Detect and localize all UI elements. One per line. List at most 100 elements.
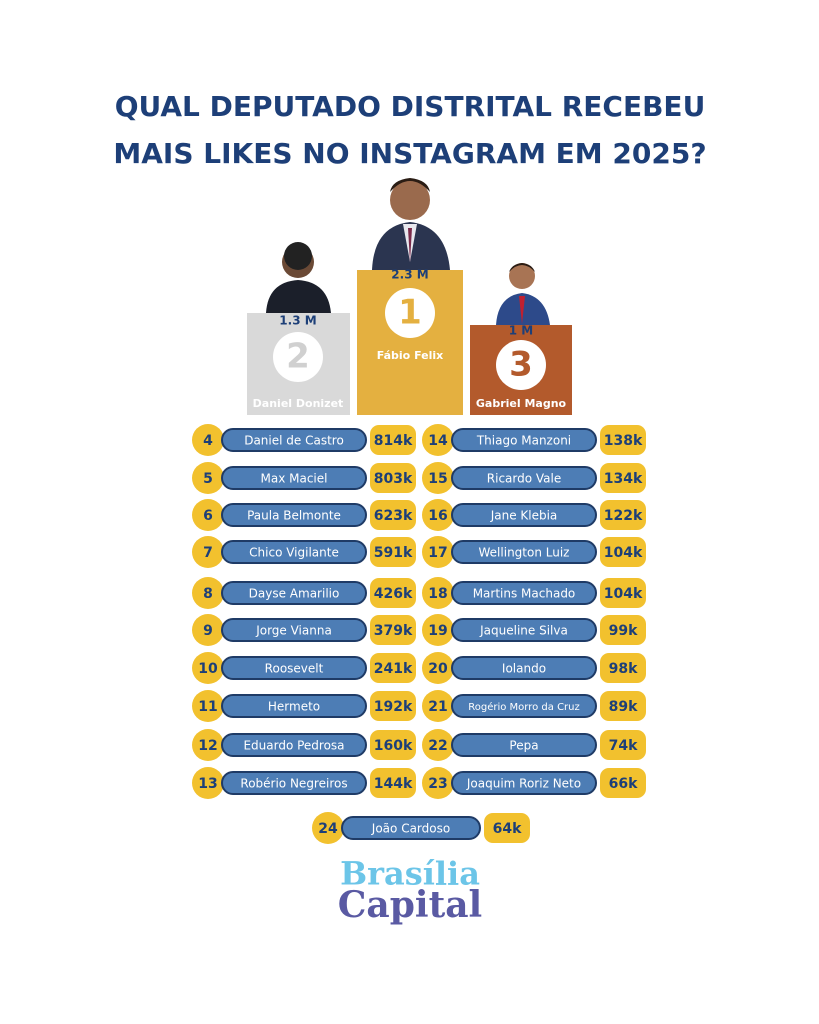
podium-likes: 2.3 M xyxy=(391,268,428,282)
likes-value: 122k xyxy=(604,508,643,524)
likes-box xyxy=(370,730,416,760)
name-bar xyxy=(221,503,367,527)
portrait xyxy=(266,242,331,313)
deputy-name: Robério Negreiros xyxy=(240,777,347,791)
name-bar xyxy=(451,581,597,605)
likes-box xyxy=(370,463,416,493)
rank-number: 11 xyxy=(198,699,217,715)
podium-name: Fábio Felix xyxy=(377,349,444,362)
rank-badge xyxy=(422,767,454,799)
name-bar xyxy=(221,581,367,605)
rank-badge xyxy=(422,462,454,494)
rank-badge xyxy=(496,340,546,390)
likes-value: 74k xyxy=(609,738,638,754)
likes-box xyxy=(370,768,416,798)
title-line: MAIS LIKES NO INSTAGRAM EM 2025? xyxy=(113,137,706,170)
rank-badge xyxy=(192,462,224,494)
podium-name: Daniel Donizet xyxy=(253,397,344,410)
likes-box xyxy=(600,615,646,645)
likes-value: 426k xyxy=(374,586,413,602)
rank-number: 7 xyxy=(203,545,213,561)
portrait xyxy=(372,178,450,270)
likes-value: 144k xyxy=(374,776,413,792)
rank-badge xyxy=(422,499,454,531)
likes-box xyxy=(370,691,416,721)
likes-box xyxy=(370,537,416,567)
rank-badge xyxy=(422,614,454,646)
rank-number: 18 xyxy=(428,586,447,602)
likes-box xyxy=(600,463,646,493)
name-bar xyxy=(221,540,367,564)
rank-number: 6 xyxy=(203,508,213,524)
deputy-name: Jaqueline Silva xyxy=(479,624,568,638)
likes-box xyxy=(600,578,646,608)
rank-badge xyxy=(192,652,224,684)
likes-value: 241k xyxy=(374,661,413,677)
rank-badge xyxy=(192,729,224,761)
rank-badge xyxy=(385,288,435,338)
deputy-name: Chico Vigilante xyxy=(249,546,339,560)
portrait xyxy=(496,263,550,325)
rank-badge xyxy=(422,577,454,609)
rank-number: 17 xyxy=(428,545,447,561)
likes-box xyxy=(600,730,646,760)
rank-badge xyxy=(192,690,224,722)
name-bar xyxy=(451,466,597,490)
likes-value: 138k xyxy=(604,433,643,449)
likes-box xyxy=(600,768,646,798)
ranking-list: 4 Daniel de Castro 814k 5 Max Maciel 803k 6 Pau… xyxy=(192,424,646,844)
likes-box xyxy=(600,691,646,721)
rank-number: 21 xyxy=(428,699,447,715)
rank-number: 24 xyxy=(318,821,338,837)
name-bar xyxy=(221,428,367,452)
rank-badge xyxy=(192,499,224,531)
likes-value: 66k xyxy=(609,776,638,792)
deputy-name: João Cardoso xyxy=(371,822,450,836)
likes-value: 192k xyxy=(374,699,413,715)
rank-number: 8 xyxy=(203,586,213,602)
deputy-name: Wellington Luiz xyxy=(479,546,570,560)
rank-badge xyxy=(192,424,224,456)
deputy-name: Roosevelt xyxy=(265,662,324,676)
rank-number: 13 xyxy=(198,776,217,792)
deputy-name: Joaquim Roriz Neto xyxy=(466,777,581,791)
rank-number: 4 xyxy=(203,433,213,449)
podium-name: Gabriel Magno xyxy=(476,397,567,410)
deputy-name: Martins Machado xyxy=(473,587,576,601)
rank-number: 9 xyxy=(203,623,213,639)
rank-badge xyxy=(422,424,454,456)
rank-badge xyxy=(422,729,454,761)
rank-number: 20 xyxy=(428,661,448,677)
likes-value: 104k xyxy=(604,586,643,602)
rank-number: 5 xyxy=(203,471,213,487)
rank-badge xyxy=(192,767,224,799)
rank-badge xyxy=(422,690,454,722)
likes-box xyxy=(370,615,416,645)
deputy-name: Thiago Manzoni xyxy=(476,434,571,448)
rank-badge xyxy=(422,652,454,684)
likes-box xyxy=(600,653,646,683)
rank-number: 16 xyxy=(428,508,447,524)
name-bar xyxy=(451,618,597,642)
rank-number: 22 xyxy=(428,738,447,754)
name-bar xyxy=(451,733,597,757)
likes-value: 64k xyxy=(493,821,522,837)
rank-number: 12 xyxy=(198,738,217,754)
likes-box xyxy=(600,537,646,567)
likes-value: 623k xyxy=(374,508,413,524)
name-bar xyxy=(221,694,367,718)
likes-value: 814k xyxy=(374,433,413,449)
name-bar xyxy=(451,503,597,527)
name-bar xyxy=(221,618,367,642)
likes-value: 803k xyxy=(374,471,413,487)
likes-value: 89k xyxy=(609,699,638,715)
name-bar xyxy=(221,771,367,795)
rank-number: 23 xyxy=(428,776,447,792)
deputy-name: Ricardo Vale xyxy=(487,472,561,486)
likes-value: 160k xyxy=(374,738,413,754)
likes-box xyxy=(370,578,416,608)
likes-value: 134k xyxy=(604,471,643,487)
rank-badge xyxy=(273,332,323,382)
rank-number: 15 xyxy=(428,471,447,487)
likes-box xyxy=(370,500,416,530)
